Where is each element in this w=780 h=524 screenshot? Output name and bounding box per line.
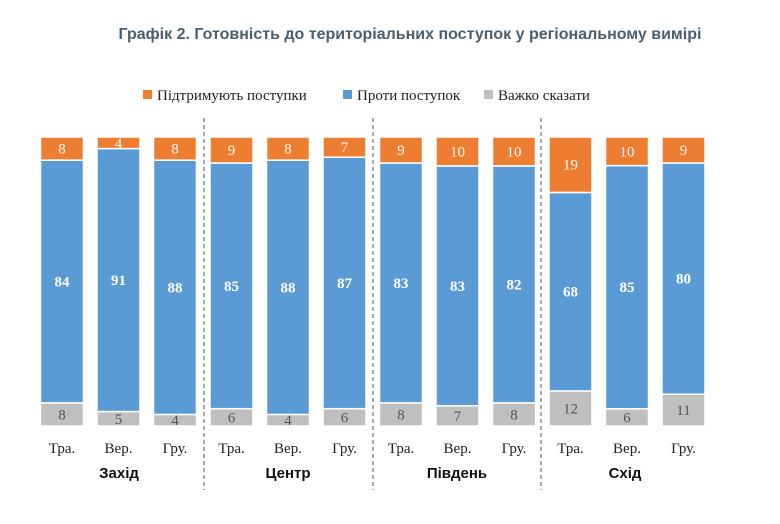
tick-label-3: Тра. — [218, 441, 245, 457]
data-label-6-2: 9 — [397, 143, 405, 159]
data-label-7-2: 10 — [450, 144, 465, 160]
data-label-10-1: 85 — [620, 280, 635, 296]
bar-segment-2-2 — [152, 136, 198, 161]
data-label-4-1: 88 — [281, 280, 296, 296]
data-label-2-1: 88 — [168, 280, 183, 296]
data-label-1-0: 5 — [115, 412, 123, 428]
tick-label-6: Тра. — [388, 441, 415, 457]
legend-swatch-2 — [484, 90, 493, 99]
bar-segment-0-2 — [39, 136, 85, 161]
data-label-10-2: 10 — [620, 144, 635, 160]
bar-segment-5-1 — [322, 156, 367, 410]
data-label-4-0: 4 — [284, 413, 292, 429]
data-label-7-0: 7 — [454, 409, 462, 425]
legend-label-1: Проти поступок — [357, 88, 461, 104]
group-label-2: Південь — [427, 465, 487, 482]
group-label-3: Схід — [609, 465, 642, 482]
bar-segment-9-1 — [548, 191, 593, 392]
bar-segment-10-2 — [604, 136, 650, 167]
data-label-3-1: 85 — [224, 279, 239, 295]
data-label-0-2: 8 — [58, 142, 66, 158]
data-label-11-1: 80 — [676, 272, 691, 288]
tick-label-10: Вер. — [613, 441, 641, 457]
tick-label-7: Вер. — [444, 441, 472, 457]
data-label-10-0: 6 — [623, 410, 631, 426]
data-label-11-0: 11 — [676, 403, 690, 419]
data-label-2-0: 4 — [171, 413, 179, 429]
bar-segment-3-2 — [209, 136, 254, 164]
legend-swatch-1 — [343, 90, 352, 99]
data-label-8-0: 8 — [510, 407, 518, 423]
bar-segment-10-1 — [604, 164, 650, 410]
bar-segment-6-1 — [378, 162, 424, 404]
data-label-4-2: 8 — [284, 142, 292, 158]
data-label-1-2: 4 — [115, 136, 123, 152]
bar-segment-11-1 — [661, 162, 706, 395]
data-label-6-0: 8 — [397, 407, 405, 423]
bar-segment-7-2 — [435, 136, 480, 167]
bar-segment-1-2 — [96, 136, 141, 150]
legend-swatch-0 — [143, 90, 152, 99]
data-label-6-1: 83 — [394, 276, 409, 292]
tick-label-4: Вер. — [274, 441, 302, 457]
legend-label-2: Важко сказати — [498, 88, 590, 104]
chart-title: Графік 2. Готовність до територіальних п… — [118, 26, 702, 43]
bar-segment-7-1 — [435, 165, 480, 407]
bar-segment-2-1 — [152, 159, 198, 416]
data-label-9-2: 19 — [563, 158, 578, 174]
bar-segment-0-1 — [39, 159, 85, 404]
bar-segment-8-2 — [491, 136, 537, 167]
data-label-5-2: 7 — [341, 140, 349, 156]
data-label-9-1: 68 — [563, 285, 578, 301]
bar-segment-6-2 — [378, 136, 424, 164]
data-label-11-2: 9 — [680, 143, 688, 159]
data-label-5-1: 87 — [337, 276, 353, 292]
tick-label-5: Гру. — [332, 441, 357, 457]
tick-label-0: Тра. — [49, 441, 76, 457]
bar-segment-4-2 — [265, 136, 311, 161]
data-label-2-2: 8 — [171, 142, 179, 158]
bar-segment-5-2 — [322, 136, 367, 158]
data-label-7-1: 83 — [450, 279, 465, 295]
bar-segment-1-1 — [96, 147, 141, 413]
tick-label-8: Гру. — [502, 441, 527, 457]
tick-label-1: Вер. — [105, 441, 133, 457]
legend-label-0: Підтримують поступки — [157, 88, 307, 104]
data-label-0-1: 84 — [55, 275, 71, 291]
data-label-3-2: 9 — [228, 143, 236, 159]
data-label-1-1: 91 — [111, 273, 126, 289]
bar-segment-8-1 — [491, 165, 537, 404]
data-label-5-0: 6 — [341, 410, 349, 426]
data-label-8-2: 10 — [507, 144, 522, 160]
data-label-3-0: 6 — [228, 410, 236, 426]
bar-segment-9-2 — [548, 136, 593, 194]
group-label-1: Центр — [265, 465, 310, 482]
bar-segment-4-1 — [265, 159, 311, 416]
tick-label-11: Гру. — [671, 441, 696, 457]
bar-segment-11-2 — [661, 136, 706, 164]
data-label-0-0: 8 — [58, 407, 66, 423]
tick-label-2: Гру. — [163, 441, 188, 457]
tick-label-9: Тра. — [557, 441, 584, 457]
bar-segment-9-0 — [548, 390, 593, 427]
data-label-9-0: 12 — [563, 401, 578, 417]
data-label-8-1: 82 — [507, 277, 522, 293]
group-label-0: Захід — [99, 465, 139, 482]
bar-segment-11-0 — [661, 393, 706, 427]
